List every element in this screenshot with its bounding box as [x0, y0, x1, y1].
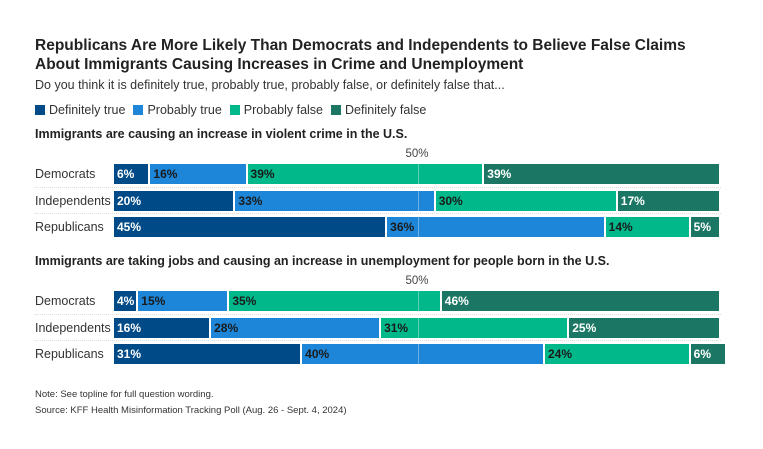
row-label: Independents [35, 320, 111, 335]
chart-title: Republicans Are More Likely Than Democra… [35, 37, 686, 73]
legend-item: Definitely false [331, 103, 426, 117]
panel-title: Immigrants are taking jobs and causing a… [35, 254, 610, 268]
bar-segment: 4% [114, 291, 139, 311]
legend-label: Definitely true [49, 103, 126, 117]
legend-swatch [229, 105, 240, 115]
bar-segment: 45% [114, 217, 388, 237]
reference-line [417, 164, 419, 184]
reference-line [417, 217, 419, 237]
note: Note: See topline for full question word… [35, 389, 214, 400]
reference-label: 50% [405, 275, 429, 287]
bar-segment: 6% [690, 344, 728, 364]
legend-item: Probably false [229, 103, 324, 117]
row-label: Democrats [35, 167, 96, 181]
bar-segment: 25% [569, 317, 721, 338]
bar-segment: 31% [381, 317, 570, 338]
legend-swatch [35, 105, 45, 115]
source: Source: KFF Health Misinformation Tracki… [35, 405, 347, 416]
row-label: Independents [35, 193, 111, 208]
panel-title: Immigrants are causing an increase in vi… [35, 127, 408, 141]
row-label: Republicans [35, 220, 104, 234]
bar-segment: 14% [605, 217, 691, 237]
bar-segment: 40% [302, 344, 545, 364]
reference-line [417, 317, 419, 338]
bar-segment: 16% [150, 164, 248, 184]
legend-swatch [133, 105, 144, 115]
legend-item: Probably true [133, 103, 222, 117]
row-separator [35, 186, 721, 188]
row-separator [35, 340, 721, 341]
legend-label: Probably false [243, 103, 324, 117]
bar-segment: 31% [114, 344, 303, 364]
bar-segment: 20% [114, 190, 236, 211]
chart-subtitle: Do you think it is definitely true, prob… [35, 78, 505, 92]
bar-segment: 35% [229, 291, 442, 311]
bar-segment: 30% [435, 190, 618, 211]
bar-segment: 24% [544, 344, 691, 364]
bar-segment: 15% [138, 291, 230, 311]
bar-segment: 5% [690, 217, 721, 237]
reference-line [417, 291, 419, 311]
bar-segment: 33% [235, 190, 436, 211]
legend-swatch [331, 105, 342, 115]
legend: Definitely true Probably true Probably fal… [35, 103, 426, 117]
bar-segment: 39% [247, 164, 485, 184]
row-separator [35, 313, 721, 315]
bar-segment: 36% [387, 217, 606, 237]
bar-segment: 28% [211, 317, 382, 338]
row-label: Democrats [35, 294, 96, 308]
bar-segment: 16% [114, 317, 212, 338]
reference-label: 50% [405, 148, 429, 160]
bar-segment: 17% [617, 190, 721, 211]
row-label: Republicans [35, 347, 104, 361]
bar-segment: 39% [484, 164, 721, 184]
reference-line [417, 344, 419, 364]
legend-item: Definitely true [35, 103, 125, 117]
row-separator [35, 213, 721, 214]
bar-segment: 46% [441, 291, 721, 311]
legend-label: Probably true [147, 103, 222, 117]
bar-segment: 6% [114, 164, 151, 184]
reference-line [417, 190, 419, 211]
legend-label: Definitely false [345, 103, 427, 117]
